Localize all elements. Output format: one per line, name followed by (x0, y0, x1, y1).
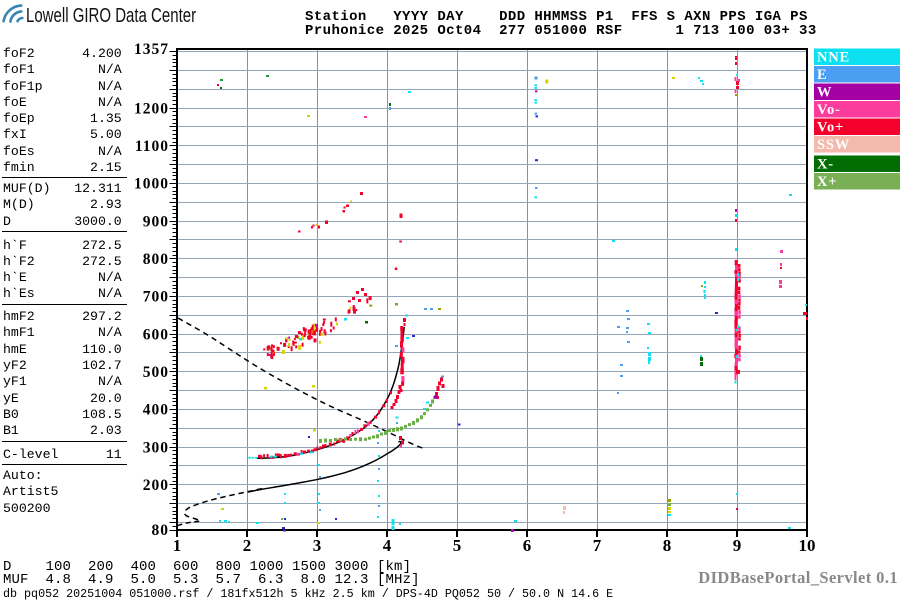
svg-text:9: 9 (733, 536, 742, 555)
svg-text:7: 7 (593, 536, 602, 555)
svg-text:600: 600 (143, 326, 169, 343)
svg-text:10: 10 (799, 536, 816, 555)
svg-text:300: 300 (143, 439, 169, 456)
svg-text:1200: 1200 (134, 100, 169, 117)
svg-text:1357: 1357 (134, 41, 169, 58)
svg-text:X+: X+ (817, 174, 837, 190)
svg-text:1: 1 (173, 536, 182, 555)
svg-text:6: 6 (523, 536, 532, 555)
svg-text:Vo+: Vo+ (817, 120, 844, 136)
svg-text:700: 700 (143, 289, 169, 306)
svg-text:8: 8 (663, 536, 672, 555)
svg-text:2: 2 (243, 536, 252, 555)
svg-text:3: 3 (313, 536, 322, 555)
svg-text:E: E (817, 67, 827, 83)
svg-text:NNE: NNE (817, 50, 850, 66)
svg-text:SSW: SSW (817, 137, 850, 153)
svg-text:5: 5 (453, 536, 462, 555)
svg-text:1100: 1100 (135, 138, 169, 155)
svg-text:800: 800 (143, 251, 169, 268)
svg-text:X-: X- (817, 157, 834, 173)
svg-text:1000: 1000 (134, 176, 169, 193)
svg-text:4: 4 (383, 536, 392, 555)
svg-text:200: 200 (143, 477, 169, 494)
svg-text:400: 400 (143, 402, 169, 419)
svg-text:Vo-: Vo- (817, 102, 841, 118)
svg-text:80: 80 (152, 522, 170, 539)
svg-text:500: 500 (143, 364, 169, 381)
svg-text:W: W (817, 85, 832, 101)
svg-text:900: 900 (143, 213, 169, 230)
